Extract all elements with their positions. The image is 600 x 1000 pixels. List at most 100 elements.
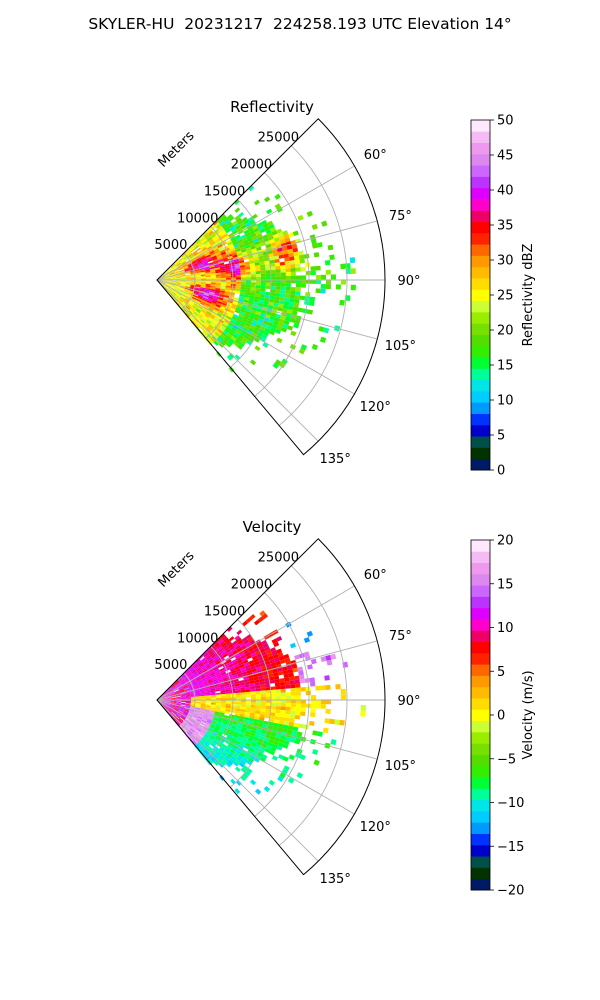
data-cell: [264, 226, 271, 232]
data-cell: [187, 252, 193, 257]
data-cell: [199, 289, 205, 293]
data-cell: [287, 725, 294, 731]
data-cell: [280, 279, 286, 284]
data-cell: [195, 706, 201, 709]
data-cell: [292, 247, 299, 253]
data-cell: [245, 221, 251, 228]
data-cell: [293, 323, 300, 329]
data-cell: [233, 297, 239, 301]
data-cell: [254, 262, 260, 266]
panel-vel: Velocity50001000015000200002500060°75°90…: [154, 518, 536, 899]
data-cell: [224, 639, 231, 645]
data-cell: [251, 726, 258, 732]
data-cell: [236, 747, 243, 753]
data-cell: [218, 738, 225, 744]
data-cell: [192, 260, 198, 265]
data-cell: [192, 294, 198, 298]
data-cell: [189, 255, 195, 260]
data-cell: [215, 701, 221, 704]
data-cell: [213, 657, 219, 662]
data-cell: [219, 317, 226, 322]
data-cell: [216, 720, 223, 725]
data-cell: [278, 303, 284, 309]
data-cell: [290, 687, 296, 693]
data-cell: [290, 710, 296, 716]
data-cell: [250, 685, 256, 690]
data-cell: [217, 311, 223, 316]
data-cell: [160, 696, 166, 699]
data-cell: [182, 263, 188, 267]
data-cell: [251, 332, 258, 338]
data-cell: [164, 271, 169, 275]
data-cell: [185, 696, 191, 698]
data-cell: [193, 264, 199, 268]
data-cell: [195, 274, 201, 277]
data-cell: [234, 751, 240, 757]
data-cell: [290, 684, 296, 689]
data-cell: [294, 679, 301, 685]
data-cell: [262, 320, 269, 325]
data-cell: [234, 710, 241, 714]
data-cell: [253, 647, 260, 653]
data-cell: [274, 359, 282, 366]
data-cell: [243, 735, 249, 740]
data-cell: [255, 334, 262, 340]
data-cell: [180, 679, 185, 684]
data-cell: [235, 690, 241, 694]
data-cell: [292, 230, 299, 236]
data-cell: [181, 295, 186, 299]
data-cell: [170, 277, 176, 279]
data-cell: [228, 663, 234, 668]
data-cell: [305, 291, 311, 297]
data-cell: [160, 281, 166, 284]
data-cell: [197, 716, 203, 720]
data-cell: [304, 296, 311, 301]
data-cell: [255, 688, 261, 692]
data-cell: [212, 319, 218, 325]
data-cell: [241, 724, 248, 729]
data-cell: [247, 737, 254, 742]
data-cell: [203, 263, 209, 267]
data-cell: [178, 688, 184, 691]
data-cell: [244, 261, 250, 265]
colorbar-swatch: [471, 221, 490, 234]
data-cell: [272, 233, 279, 239]
data-cell: [193, 293, 199, 297]
data-cell: [249, 680, 255, 685]
data-cell: [249, 263, 255, 267]
data-cell: [165, 703, 170, 706]
data-cell: [292, 726, 299, 732]
data-cell: [160, 276, 166, 279]
data-cell: [239, 742, 246, 748]
data-cell: [220, 306, 226, 310]
data-cell: [280, 692, 286, 697]
data-cell: [174, 296, 179, 301]
data-cell: [170, 696, 176, 699]
data-cell: [210, 271, 216, 274]
data-cell: [179, 297, 184, 302]
data-cell: [219, 249, 226, 254]
data-cell: [281, 327, 288, 333]
data-cell: [198, 654, 204, 660]
data-cell: [240, 272, 246, 276]
data-cell: [268, 676, 275, 681]
data-cell: [178, 298, 184, 303]
data-cell: [225, 691, 231, 694]
data-cell: [208, 261, 214, 265]
data-cell: [206, 327, 212, 332]
data-cell: [278, 235, 285, 241]
data-cell: [208, 668, 214, 673]
data-cell: [350, 284, 356, 291]
data-cell: [193, 263, 199, 267]
data-cell: [196, 728, 202, 733]
data-cell: [250, 321, 257, 327]
data-cell: [235, 695, 241, 698]
data-cell: [194, 730, 200, 735]
data-cell: [233, 663, 240, 668]
data-cell: [245, 322, 251, 328]
data-cell: [263, 674, 269, 679]
data-cell: [198, 291, 205, 295]
data-cell: [248, 717, 255, 722]
data-cell: [195, 284, 201, 286]
data-cell: [259, 716, 265, 721]
